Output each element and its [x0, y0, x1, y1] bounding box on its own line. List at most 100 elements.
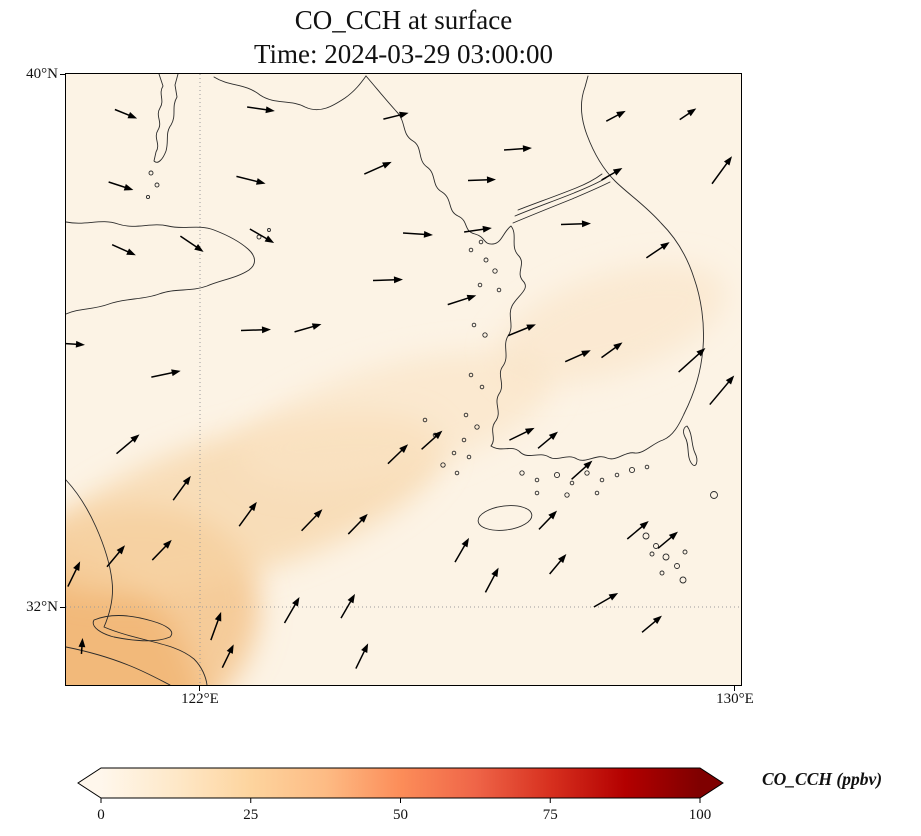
wind-arrow — [363, 161, 392, 175]
island-chongming — [92, 615, 173, 642]
island — [534, 490, 540, 496]
island-tsushima — [683, 425, 698, 466]
island — [463, 412, 469, 418]
island — [584, 470, 590, 476]
island — [553, 471, 561, 479]
wind-arrow — [111, 244, 136, 256]
island — [482, 332, 488, 338]
wind-arrow — [383, 111, 409, 120]
island — [649, 551, 655, 557]
concentration-plume — [240, 351, 552, 487]
wind-arrow — [605, 110, 626, 122]
wind-arrow — [601, 168, 623, 181]
map-panel — [65, 73, 742, 686]
island — [440, 462, 446, 468]
xtick-122e: 122°E — [181, 691, 219, 707]
wind-arrow — [678, 347, 706, 373]
axis-tick — [734, 686, 735, 691]
colorbar-tick-label: 50 — [393, 807, 408, 823]
wind-arrow — [464, 225, 492, 233]
wind-arrow — [78, 638, 86, 655]
island — [154, 182, 160, 188]
colorbar: 0 25 50 75 100 — [75, 766, 735, 830]
island — [594, 490, 600, 496]
wind-arrow — [283, 597, 300, 624]
island — [474, 424, 480, 430]
island-jeju — [477, 505, 533, 531]
wind-arrow — [467, 176, 496, 184]
wind-arrow — [236, 175, 266, 185]
ytick-40n: 40°N — [26, 66, 58, 82]
wind-arrow — [238, 501, 257, 527]
wind-arrow — [179, 235, 204, 252]
wind-arrow — [421, 430, 443, 450]
wind-arrow — [347, 513, 368, 535]
wind-arrow — [509, 427, 535, 441]
island — [145, 194, 151, 200]
wind-arrow — [340, 593, 355, 619]
island — [614, 472, 620, 478]
river-channels — [512, 173, 611, 224]
wind-arrow — [372, 276, 403, 284]
wind-arrow — [247, 106, 275, 114]
island — [468, 372, 474, 378]
wind-arrow — [571, 460, 593, 480]
wind-arrow — [507, 324, 536, 337]
island — [564, 492, 570, 498]
island — [454, 470, 460, 476]
wind-arrow — [537, 431, 558, 449]
wind-vector-field — [66, 106, 735, 669]
coastline-shandong — [66, 221, 255, 315]
coastline-korea-west — [365, 75, 526, 447]
wind-arrow — [151, 369, 181, 378]
wind-arrow — [560, 220, 591, 228]
island — [519, 470, 525, 476]
wind-arrow — [240, 326, 271, 334]
axis-tick — [199, 686, 200, 691]
coastline-korea-south — [490, 413, 685, 461]
island — [642, 532, 650, 540]
wind-arrow — [172, 475, 191, 501]
wind-arrow — [221, 644, 234, 669]
colorbar-ticks: 0 25 50 75 100 — [97, 798, 711, 823]
wind-arrow — [549, 554, 567, 575]
coastlines — [66, 74, 718, 685]
island-iki — [710, 491, 718, 499]
coastline-liaodong — [153, 74, 179, 163]
concentration-plume — [495, 263, 727, 385]
wind-arrow — [657, 531, 678, 549]
ytick-32n: 32°N — [26, 599, 58, 615]
wind-arrow — [402, 231, 433, 238]
island — [534, 477, 540, 483]
wind-arrow — [709, 375, 735, 406]
wind-arrow — [484, 567, 499, 593]
island — [148, 170, 154, 176]
colorbar-svg: 0 25 50 75 100 — [77, 767, 724, 823]
colorbar-label: CO_CCH (ppbv) — [762, 769, 883, 789]
island — [569, 480, 575, 486]
islands-goto — [642, 532, 688, 584]
island — [471, 322, 477, 328]
wind-arrow — [503, 145, 532, 153]
wind-arrow — [601, 342, 623, 359]
wind-arrow — [538, 510, 558, 530]
map-svg — [66, 74, 741, 685]
island — [479, 384, 485, 390]
wind-arrow — [645, 242, 670, 259]
colorbar-tick-label: 75 — [543, 807, 558, 823]
island — [478, 239, 484, 245]
island — [461, 437, 467, 443]
wind-arrow — [387, 444, 409, 465]
wind-arrow — [210, 611, 222, 641]
island — [267, 228, 271, 232]
wind-arrow — [355, 643, 369, 669]
island — [599, 477, 605, 483]
coastline-jiangsu — [66, 479, 208, 685]
colorbar-bar — [77, 767, 724, 799]
colorbar-tick-label: 25 — [243, 807, 258, 823]
island — [659, 570, 665, 576]
colorbar-tick-label: 0 — [97, 807, 105, 823]
wind-arrow — [593, 593, 619, 608]
island — [483, 257, 489, 263]
